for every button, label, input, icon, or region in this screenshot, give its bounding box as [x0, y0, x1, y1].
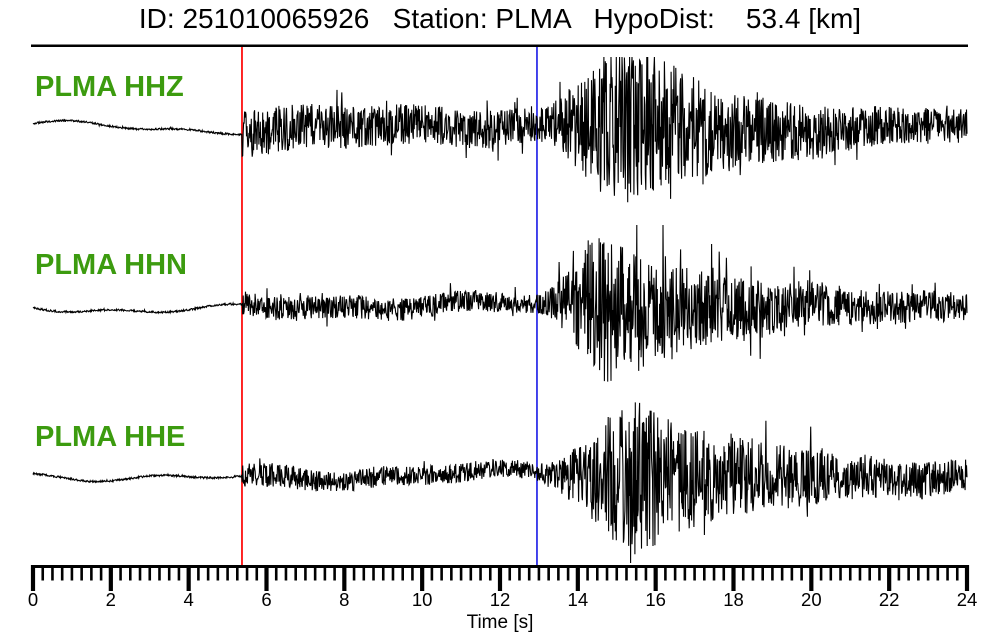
- x-tick-label: 8: [339, 589, 349, 610]
- x-tick-label: 22: [879, 589, 900, 610]
- trace-label-hhn: PLMA HHN: [35, 249, 187, 281]
- x-tick-label: 24: [957, 589, 978, 610]
- x-axis-title: Time [s]: [467, 612, 534, 633]
- x-tick-label: 20: [801, 589, 822, 610]
- x-tick-label: 0: [28, 589, 38, 610]
- x-tick-label: 18: [723, 589, 744, 610]
- x-tick-label: 12: [490, 589, 511, 610]
- waveform-hhe: [32, 402, 968, 564]
- trace-label-hhz: PLMA HHZ: [35, 71, 184, 103]
- x-tick-label: 16: [645, 589, 666, 610]
- x-tick-label: 10: [412, 589, 433, 610]
- waveform-hhn: [32, 224, 968, 382]
- x-tick-label: 14: [568, 589, 589, 610]
- x-tick-label: 6: [261, 589, 271, 610]
- trace-label-hhe: PLMA HHE: [35, 421, 186, 453]
- x-tick-label: 4: [184, 589, 194, 610]
- figure-title: ID: 251010065926 Station: PLMA HypoDist:…: [138, 3, 862, 34]
- x-tick-label: 2: [106, 589, 116, 610]
- waveform-hhz: [32, 56, 968, 203]
